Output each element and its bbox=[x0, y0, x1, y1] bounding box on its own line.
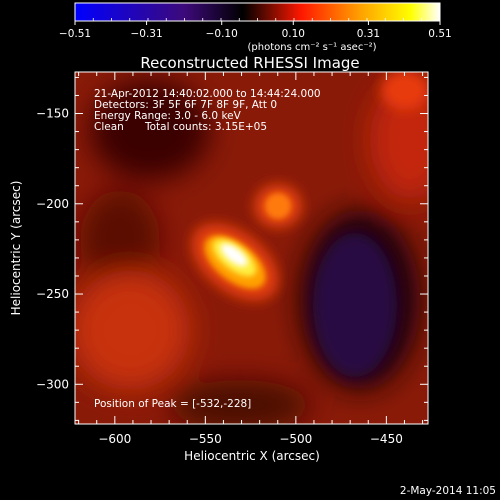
total-counts-text: Total counts: 3.15E+05 bbox=[144, 121, 267, 133]
peak-position-text: Position of Peak = [-532,-228] bbox=[94, 398, 251, 410]
plot-frame bbox=[74, 71, 429, 425]
main-source bbox=[191, 223, 279, 301]
annotation-block: 21-Apr-2012 14:40:02.000 to 14:44:24.000… bbox=[94, 88, 321, 410]
colorbar: −0.51 −0.31 −0.10 0.10 0.31 0.51 (photons cm⁻… bbox=[59, 2, 452, 53]
clean-text: Clean bbox=[94, 121, 124, 133]
y-tick-label: −250 bbox=[36, 287, 69, 301]
y-axis-label: Heliocentric Y (arcsec) bbox=[9, 181, 23, 316]
colorbar-ticks: −0.51 −0.31 −0.10 0.10 0.31 0.51 bbox=[59, 18, 452, 40]
colorbar-tick-label: −0.10 bbox=[206, 28, 238, 40]
x-tick-label: −450 bbox=[370, 432, 403, 446]
heatmap-image bbox=[75, 72, 428, 424]
x-tick-label: −600 bbox=[98, 432, 131, 446]
x-axis-label: Heliocentric X (arcsec) bbox=[184, 449, 320, 463]
dark-region-bottom bbox=[170, 380, 310, 424]
detectors-text: Detectors: 3F 5F 6F 7F 8F 9F, Att 0 bbox=[94, 99, 277, 111]
energy-range-text: Energy Range: 3.0 - 6.0 keV bbox=[94, 110, 242, 122]
secondary-source bbox=[265, 193, 291, 219]
corner-source bbox=[381, 72, 428, 110]
bright-region-left bbox=[75, 270, 190, 390]
main-source-core bbox=[220, 243, 248, 267]
colorbar-tick-label: −0.31 bbox=[130, 28, 162, 40]
negative-region bbox=[313, 233, 397, 377]
time-range-text: 21-Apr-2012 14:40:02.000 to 14:44:24.000 bbox=[94, 88, 321, 100]
dark-region-top bbox=[90, 80, 210, 180]
dark-region-left bbox=[80, 190, 160, 290]
x-tick-label: −550 bbox=[189, 432, 222, 446]
colorbar-tick-label: 0.51 bbox=[428, 28, 451, 40]
y-tick-label: −300 bbox=[36, 377, 69, 391]
x-tick-label: −500 bbox=[279, 432, 312, 446]
heatmap-texture bbox=[75, 80, 428, 424]
colorbar-tick-label: 0.31 bbox=[357, 28, 380, 40]
y-tick-label: −200 bbox=[36, 197, 69, 211]
chart-title: Reconstructed RHESSI Image bbox=[140, 54, 359, 72]
footer-date: 2-May-2014 11:05 bbox=[400, 485, 496, 497]
y-tick-label: −150 bbox=[36, 107, 69, 121]
colorbar-tick-label: −0.51 bbox=[59, 28, 91, 40]
colorbar-tick-label: 0.10 bbox=[282, 28, 305, 40]
colorbar-units-label: (photons cm⁻² s⁻¹ asec⁻²) bbox=[247, 42, 376, 53]
axis-ticks: −600 −550 −500 −450 −150 −200 −250 −300 bbox=[36, 72, 428, 446]
bright-region-right-edge bbox=[370, 80, 428, 200]
